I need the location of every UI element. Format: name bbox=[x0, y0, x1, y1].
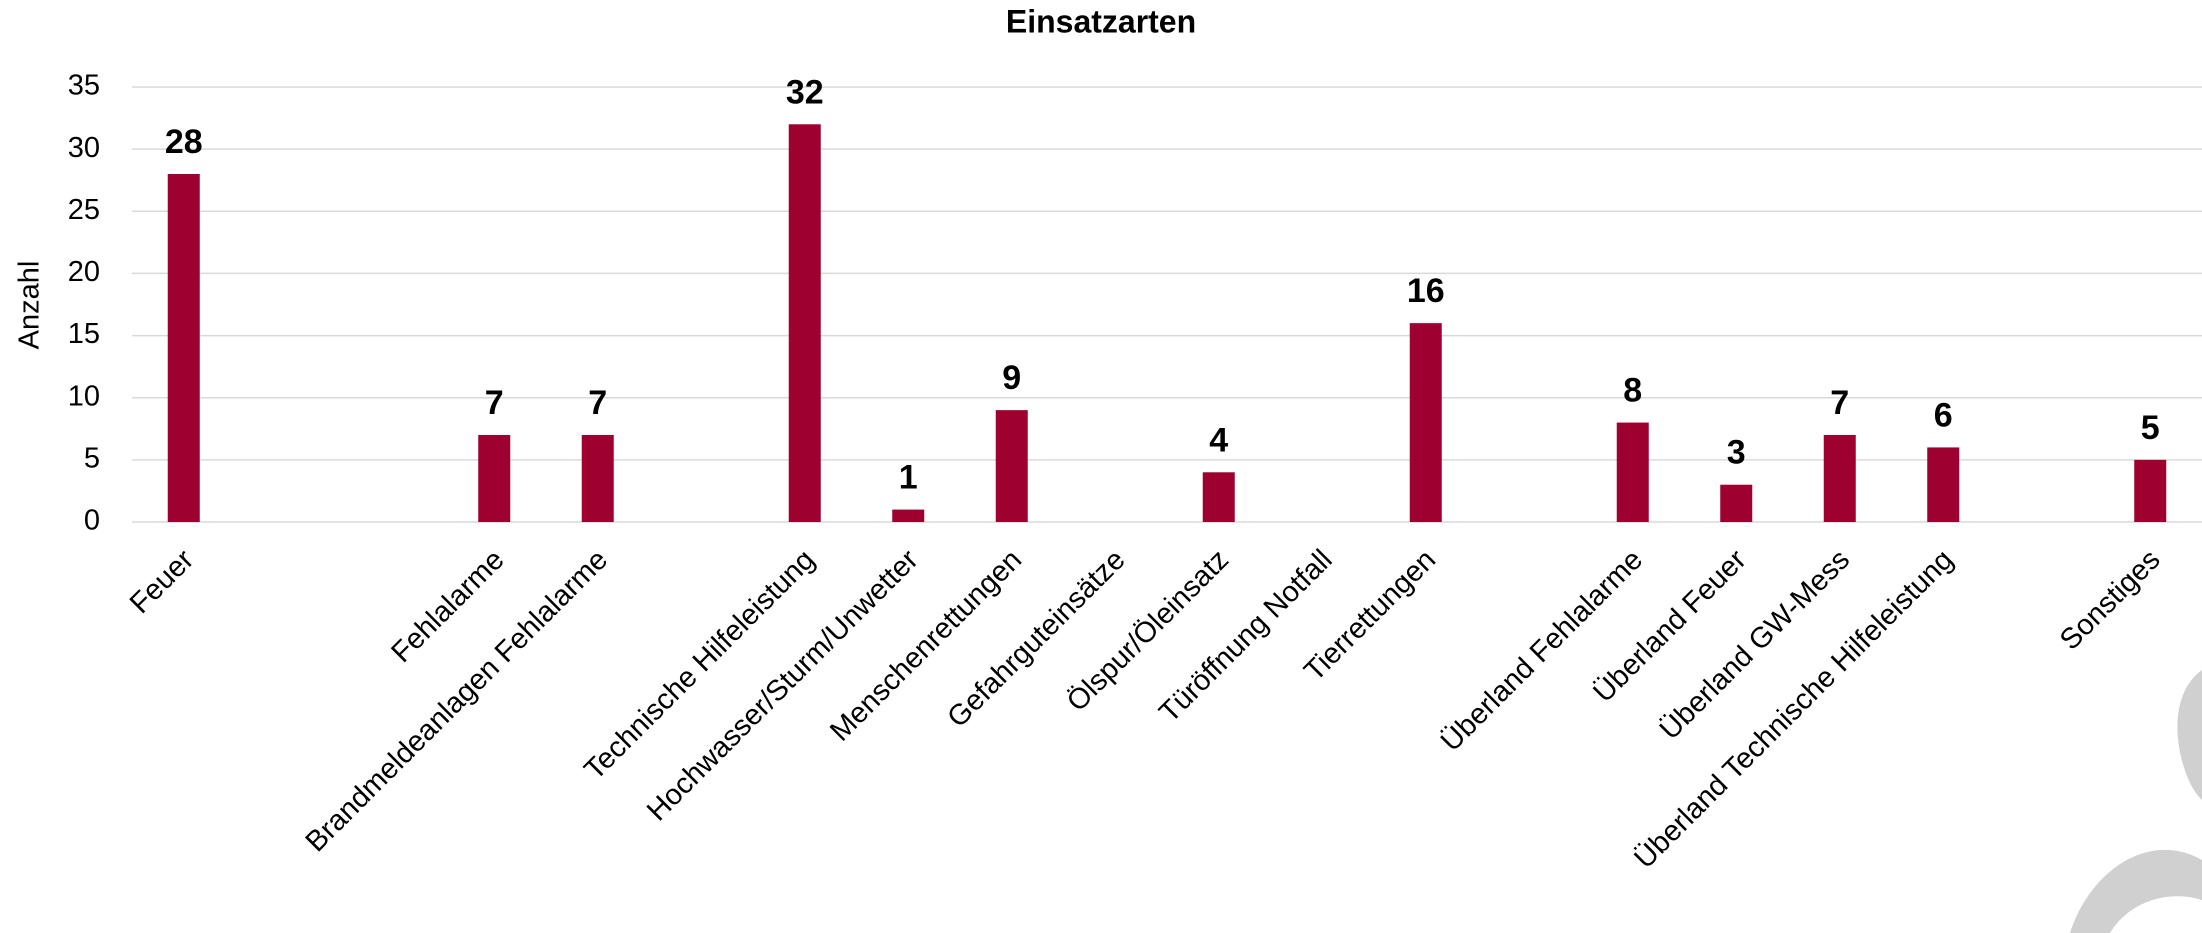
value-label: 3 bbox=[1727, 434, 1746, 472]
x-tick-label: Überland Fehlalarme bbox=[1435, 544, 1649, 758]
y-axis-label: Anzahl bbox=[14, 261, 46, 350]
value-label: 7 bbox=[485, 384, 504, 422]
bar bbox=[1409, 323, 1442, 522]
value-label: 4 bbox=[1209, 421, 1228, 459]
bar bbox=[167, 174, 200, 522]
y-tick-label: 5 bbox=[84, 443, 100, 475]
bar bbox=[2134, 459, 2167, 522]
watermark bbox=[2070, 670, 2202, 933]
x-tick-label: Sonstiges bbox=[2054, 544, 2167, 657]
chart-title: Einsatzarten bbox=[1006, 3, 1196, 39]
x-tick-label: Feuer bbox=[124, 543, 200, 619]
bar bbox=[788, 124, 821, 523]
y-tick-label: 35 bbox=[68, 70, 100, 102]
bar bbox=[892, 509, 925, 522]
x-tick-label: Überland GW-Mess bbox=[1654, 544, 1856, 746]
value-label: 9 bbox=[1002, 359, 1021, 397]
bar bbox=[1202, 472, 1235, 522]
y-tick-label: 10 bbox=[68, 380, 100, 412]
x-tick-label: Menschenrettungen bbox=[824, 544, 1028, 748]
y-tick-label: 15 bbox=[68, 318, 100, 350]
x-tick-label: Türöffnung Notfall bbox=[1153, 544, 1338, 729]
value-label: 7 bbox=[1830, 384, 1849, 422]
value-label: 8 bbox=[1623, 372, 1642, 410]
value-label: 7 bbox=[588, 384, 607, 422]
value-label: 28 bbox=[165, 123, 203, 161]
value-label: 5 bbox=[2141, 409, 2160, 447]
value-label: 1 bbox=[899, 459, 918, 497]
y-tick-label: 20 bbox=[68, 256, 100, 288]
bar bbox=[1616, 422, 1649, 522]
bar bbox=[995, 410, 1028, 522]
value-label: 6 bbox=[1934, 396, 1953, 434]
bar bbox=[581, 435, 614, 522]
bar bbox=[1927, 447, 1960, 522]
bar bbox=[478, 435, 511, 522]
y-tick-label: 0 bbox=[84, 505, 100, 537]
value-label: 32 bbox=[786, 73, 824, 111]
y-tick-label: 25 bbox=[68, 194, 100, 226]
bar bbox=[1720, 484, 1753, 522]
y-tick-label: 30 bbox=[68, 132, 100, 164]
value-label: 16 bbox=[1407, 272, 1445, 310]
x-tick-label: Gefahrguteinsätze bbox=[941, 544, 1131, 734]
bar bbox=[1823, 435, 1856, 522]
